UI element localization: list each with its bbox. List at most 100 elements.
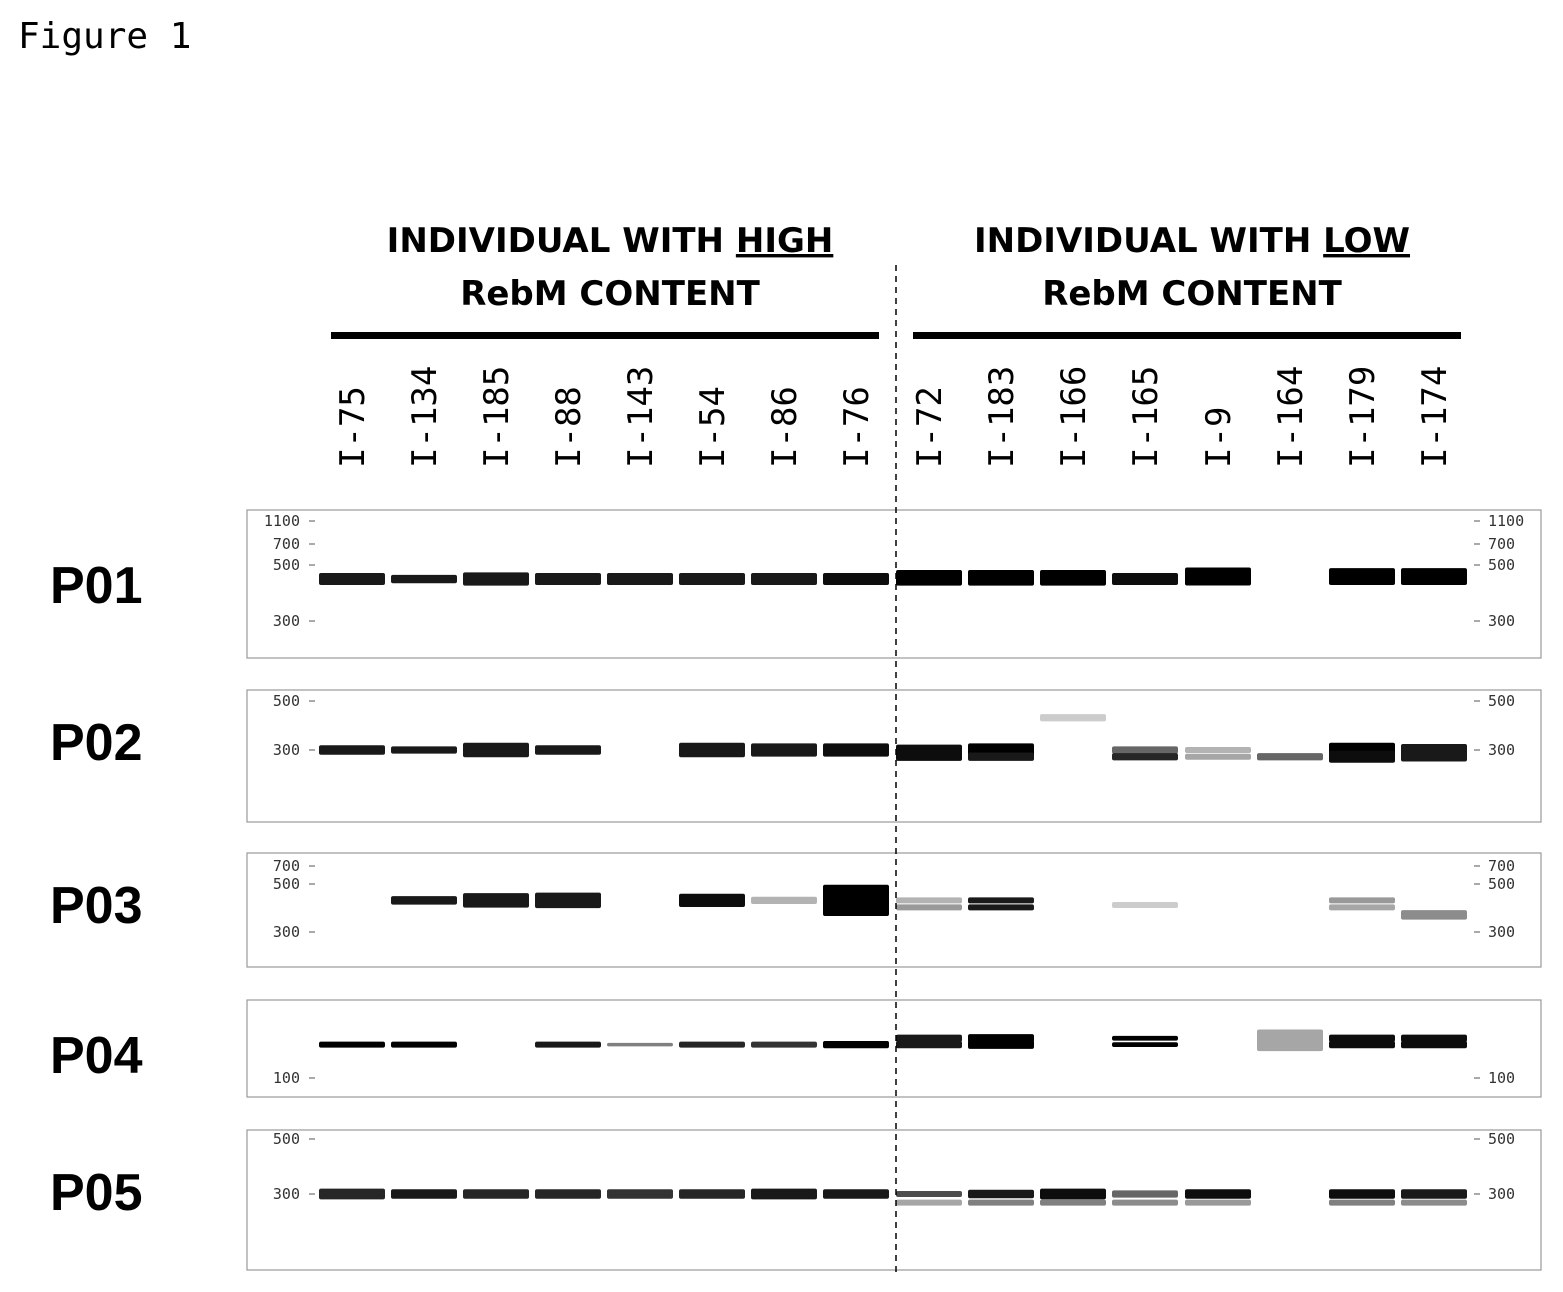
gel-band (319, 1041, 385, 1048)
gel-band (679, 573, 745, 586)
gel-band (1329, 1041, 1395, 1049)
lane-label: I-134 (405, 366, 445, 468)
gel-band (896, 752, 962, 761)
gel-band (463, 893, 529, 908)
lane-label: I-72 (910, 386, 950, 468)
gel-band (896, 1199, 962, 1206)
gel-band (1040, 714, 1106, 722)
gel-band (1329, 1034, 1395, 1042)
gel-band (1185, 1189, 1251, 1199)
lane-label: I-179 (1343, 366, 1383, 468)
gel-band (319, 573, 385, 586)
gel-band (1329, 1189, 1395, 1199)
lane-label: I-9 (1199, 407, 1239, 468)
ladder-label-right: 300 (1488, 1185, 1515, 1203)
gel-band (823, 1189, 889, 1199)
gel-band (391, 746, 457, 754)
group-low-emphasis: LOW (1323, 221, 1410, 261)
ladder-label-right: 500 (1488, 692, 1515, 710)
gel-band (1040, 1188, 1106, 1200)
group-low-line2: RebM CONTENT (1042, 274, 1342, 314)
gel-band (1401, 1034, 1467, 1042)
lane-label: I-165 (1126, 366, 1166, 468)
lane-label: I-185 (477, 366, 517, 468)
gel-band (968, 904, 1034, 911)
gel-band (535, 1189, 601, 1199)
ladder-label-left: 300 (273, 612, 300, 630)
ladder-label-left: 300 (273, 923, 300, 941)
gel-band (1112, 753, 1178, 761)
gel-band (535, 1041, 601, 1048)
gel-band (1112, 746, 1178, 754)
lane-label: I-183 (982, 366, 1022, 468)
primer-label: P05 (50, 1164, 143, 1222)
ladder-label-left: 300 (273, 1185, 300, 1203)
gel-band (1329, 897, 1395, 904)
ladder-label-right: 500 (1488, 556, 1515, 574)
gel-band (607, 1189, 673, 1199)
gel-band (1401, 568, 1467, 585)
gel-band (968, 569, 1034, 586)
gel-band (1257, 753, 1323, 761)
gel-band (679, 1041, 745, 1048)
lane-label: I-54 (693, 386, 733, 468)
gel-band (968, 897, 1034, 904)
gel-band (1185, 1199, 1251, 1206)
gel-panel-p05: P05 500 500 300 300 (50, 1129, 1542, 1271)
ladder-label-right: 1100 (1488, 512, 1524, 530)
gel-band (1329, 1199, 1395, 1206)
gel-panel-frame (246, 689, 1542, 823)
gel-band (896, 1034, 962, 1042)
gel-band (1329, 568, 1395, 585)
gel-band (679, 893, 745, 907)
primer-label: P02 (50, 714, 143, 772)
gel-band (751, 1041, 817, 1048)
lane-label: I-164 (1271, 366, 1311, 468)
gel-band (679, 1189, 745, 1199)
gel-panels: P01 1100 1100 700 700 500 500 300 300 P02 500 500 30… (50, 509, 1542, 1271)
gel-band (823, 1041, 889, 1049)
lane-label: I-75 (333, 386, 373, 468)
gel-band (896, 1191, 962, 1197)
gel-band (1401, 910, 1467, 920)
gel-band (751, 743, 817, 757)
gel-band (1112, 901, 1178, 908)
group-high-bar (331, 332, 879, 339)
gel-band (823, 743, 889, 757)
gel-band (751, 896, 817, 904)
ladder-label-right: 700 (1488, 535, 1515, 553)
gel-band (1185, 753, 1251, 760)
gel-band (391, 896, 457, 905)
gel-band (1401, 1199, 1467, 1206)
gel-band (391, 1041, 457, 1048)
gel-band (1112, 1042, 1178, 1048)
gel-band (968, 1189, 1034, 1199)
gel-band (896, 897, 962, 904)
gel-band (535, 892, 601, 909)
lane-label: I-174 (1415, 366, 1455, 468)
gel-band (1040, 569, 1106, 586)
lane-labels: I-75 I-134 I-185 I-88 I-143 I-54 I-86 I-76 I-72 I… (333, 366, 1455, 468)
gel-band (535, 745, 601, 755)
ladder-label-left: 500 (273, 556, 300, 574)
ladder-label-right: 700 (1488, 857, 1515, 875)
group-high-emphasis: HIGH (736, 221, 833, 261)
ladder-label-left: 1100 (264, 512, 300, 530)
gel-panel-frame (246, 509, 1542, 659)
ladder-label-left: 500 (273, 692, 300, 710)
primer-label: P01 (50, 557, 143, 615)
figure-label: Figure 1 (18, 16, 191, 57)
ladder-label-left: 300 (273, 741, 300, 759)
group-header-high: INDIVIDUAL WITH HIGH RebM CONTENT (331, 221, 879, 339)
gel-band (896, 1041, 962, 1049)
gel-band (1112, 1190, 1178, 1198)
primer-label: P03 (50, 877, 143, 935)
group-low-line1: INDIVIDUAL WITH LOW (974, 221, 1410, 261)
ladder-label-right: 300 (1488, 923, 1515, 941)
gel-band (1401, 751, 1467, 762)
gel-band (1329, 750, 1395, 763)
gel-band (679, 742, 745, 758)
gel-band (319, 745, 385, 755)
gel-band (463, 742, 529, 758)
